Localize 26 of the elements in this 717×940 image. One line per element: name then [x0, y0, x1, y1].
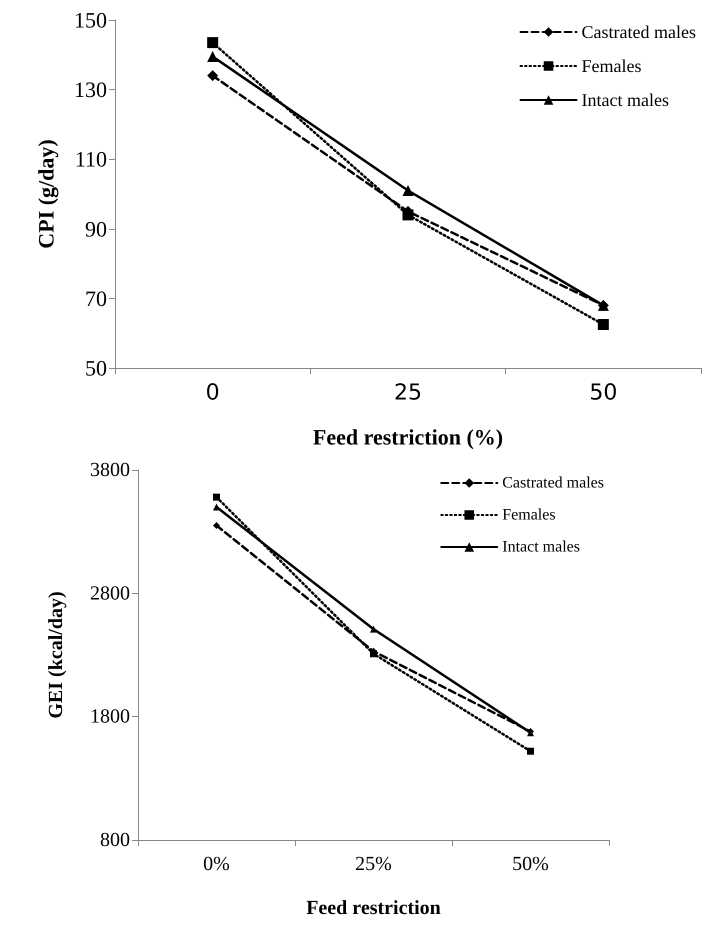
- x-tick-label: 25: [394, 380, 422, 406]
- y-tick-label: 70: [85, 286, 107, 311]
- legend-label: Intact males: [502, 538, 580, 556]
- y-axis-title: CPI (g/day): [34, 139, 58, 249]
- y-axis-title: GEI (kcal/day): [45, 591, 67, 719]
- x-tick-label: 0%: [203, 853, 230, 875]
- x-tick-label: 25%: [355, 853, 392, 875]
- y-tick-label: 110: [74, 146, 107, 172]
- legend-label: Castrated males: [582, 22, 696, 42]
- x-axis-title: Feed restriction: [306, 897, 441, 919]
- x-tick-label: 50: [589, 380, 618, 406]
- y-tick-label: 50: [85, 356, 107, 380]
- x-axis-title: Feed restriction (%): [312, 424, 504, 450]
- y-tick-label: 1800: [90, 706, 130, 728]
- y-tick-label: 3800: [90, 459, 130, 481]
- legend-label: Females: [582, 56, 642, 76]
- x-tick-label: 50%: [512, 853, 549, 875]
- legend-label: Castrated males: [502, 474, 604, 492]
- y-tick-label: 90: [85, 216, 107, 242]
- x-tick-label: 0: [206, 380, 220, 406]
- y-tick-label: 150: [74, 8, 107, 32]
- legend-label: Females: [502, 506, 556, 524]
- y-tick-label: 130: [74, 77, 107, 102]
- legend-label: Intact males: [582, 90, 670, 110]
- y-tick-label: 800: [100, 829, 130, 851]
- y-tick-label: 2800: [90, 582, 130, 604]
